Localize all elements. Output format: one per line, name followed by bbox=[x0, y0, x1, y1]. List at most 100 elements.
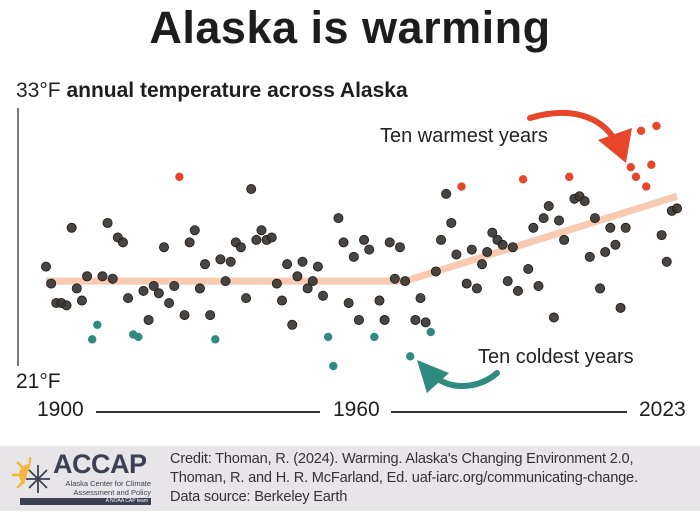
year-point bbox=[235, 242, 246, 253]
year-point bbox=[533, 280, 544, 291]
year-point bbox=[225, 256, 236, 267]
year-point bbox=[661, 256, 672, 267]
warmest-year-point bbox=[652, 121, 661, 131]
y-axis-label: annual temperature across Alaska bbox=[66, 79, 408, 102]
year-point bbox=[605, 222, 616, 233]
year-point bbox=[548, 312, 559, 323]
year-point bbox=[302, 283, 313, 294]
year-point bbox=[271, 278, 282, 289]
logo-line-1: Alaska Center for Climate bbox=[65, 479, 151, 488]
year-point bbox=[477, 259, 488, 270]
warmest-year-point bbox=[647, 160, 656, 169]
year-point bbox=[102, 217, 113, 228]
year-point bbox=[461, 278, 472, 289]
coldest-year-point bbox=[93, 320, 102, 329]
coldest-year-point bbox=[426, 327, 435, 337]
warmest-year-point bbox=[631, 172, 641, 182]
year-point bbox=[436, 234, 447, 245]
year-point bbox=[400, 276, 411, 287]
year-point bbox=[389, 273, 400, 284]
year-point bbox=[364, 244, 375, 255]
year-point bbox=[584, 251, 595, 262]
warmest-year-point bbox=[642, 182, 651, 191]
year-point bbox=[189, 225, 200, 236]
year-point bbox=[559, 234, 570, 245]
coldest-year-point bbox=[370, 332, 379, 342]
warmest-year-point bbox=[565, 172, 574, 182]
year-point bbox=[420, 317, 431, 328]
coldest-year-point bbox=[211, 335, 220, 344]
year-point bbox=[246, 183, 257, 194]
year-point bbox=[538, 213, 549, 224]
x-tick-1900: 1900 bbox=[37, 398, 84, 421]
year-point bbox=[148, 280, 159, 291]
coldest-year-point bbox=[329, 361, 338, 371]
year-point bbox=[282, 259, 293, 270]
accap-logo: ACCAP Alaska Center for Climate Assessme… bbox=[10, 449, 155, 505]
logo-line-2: Assessment and Policy bbox=[73, 488, 151, 497]
year-point bbox=[656, 230, 667, 241]
year-point bbox=[451, 249, 462, 260]
logo-wordmark: ACCAP bbox=[53, 449, 147, 479]
year-point bbox=[615, 302, 626, 313]
year-point bbox=[179, 310, 190, 321]
credit-line: Credit: Thoman, R. (2024). Warming. Alas… bbox=[170, 451, 634, 467]
year-point bbox=[117, 237, 128, 248]
year-point bbox=[471, 283, 482, 294]
year-point bbox=[61, 300, 72, 311]
warmest-year-point bbox=[457, 182, 466, 191]
year-point bbox=[123, 293, 134, 304]
year-point bbox=[502, 276, 513, 287]
year-point bbox=[297, 256, 308, 267]
year-point bbox=[200, 259, 211, 270]
year-point bbox=[338, 237, 349, 248]
year-point bbox=[256, 225, 267, 236]
year-point bbox=[497, 239, 508, 250]
year-point bbox=[441, 188, 452, 199]
year-point bbox=[672, 203, 683, 214]
x-axis-line-left bbox=[96, 411, 320, 413]
points-layer bbox=[41, 121, 683, 371]
year-point bbox=[138, 285, 149, 296]
coldest-year-point bbox=[87, 335, 97, 344]
x-tick-2023: 2023 bbox=[639, 398, 686, 421]
year-point bbox=[523, 264, 534, 275]
year-point bbox=[76, 295, 87, 306]
year-point bbox=[287, 319, 298, 330]
year-point bbox=[446, 217, 457, 228]
year-point bbox=[41, 261, 52, 272]
year-point bbox=[107, 273, 118, 284]
year-point bbox=[543, 200, 554, 211]
coldest-year-point bbox=[134, 332, 143, 342]
year-point bbox=[595, 283, 606, 294]
chart-title: Alaska is warming bbox=[149, 2, 551, 53]
x-tick-1960: 1960 bbox=[333, 398, 380, 421]
year-point bbox=[353, 314, 364, 325]
year-point bbox=[71, 283, 82, 294]
warmest-year-point bbox=[626, 162, 636, 172]
sun-snowflake-icon bbox=[12, 457, 50, 497]
year-point bbox=[466, 244, 477, 255]
coldest-year-point bbox=[406, 352, 415, 361]
year-point bbox=[158, 242, 169, 253]
year-point bbox=[97, 271, 108, 282]
year-point bbox=[620, 222, 631, 233]
year-point bbox=[215, 254, 226, 265]
year-point bbox=[507, 242, 518, 253]
year-point bbox=[266, 232, 277, 243]
year-point bbox=[276, 295, 287, 306]
logo-bar: A NOAA CAP team bbox=[20, 498, 151, 505]
year-point bbox=[415, 293, 426, 304]
year-point bbox=[348, 251, 359, 262]
year-point bbox=[143, 314, 154, 325]
year-point bbox=[482, 247, 493, 258]
year-point bbox=[307, 276, 318, 287]
year-point bbox=[394, 242, 405, 253]
year-point bbox=[379, 314, 390, 325]
year-point bbox=[410, 314, 421, 325]
coldest-year-point bbox=[323, 332, 333, 342]
year-point bbox=[554, 215, 565, 226]
year-point bbox=[384, 237, 395, 248]
year-point bbox=[343, 297, 354, 308]
y-tick-max: 33°F bbox=[16, 79, 61, 102]
